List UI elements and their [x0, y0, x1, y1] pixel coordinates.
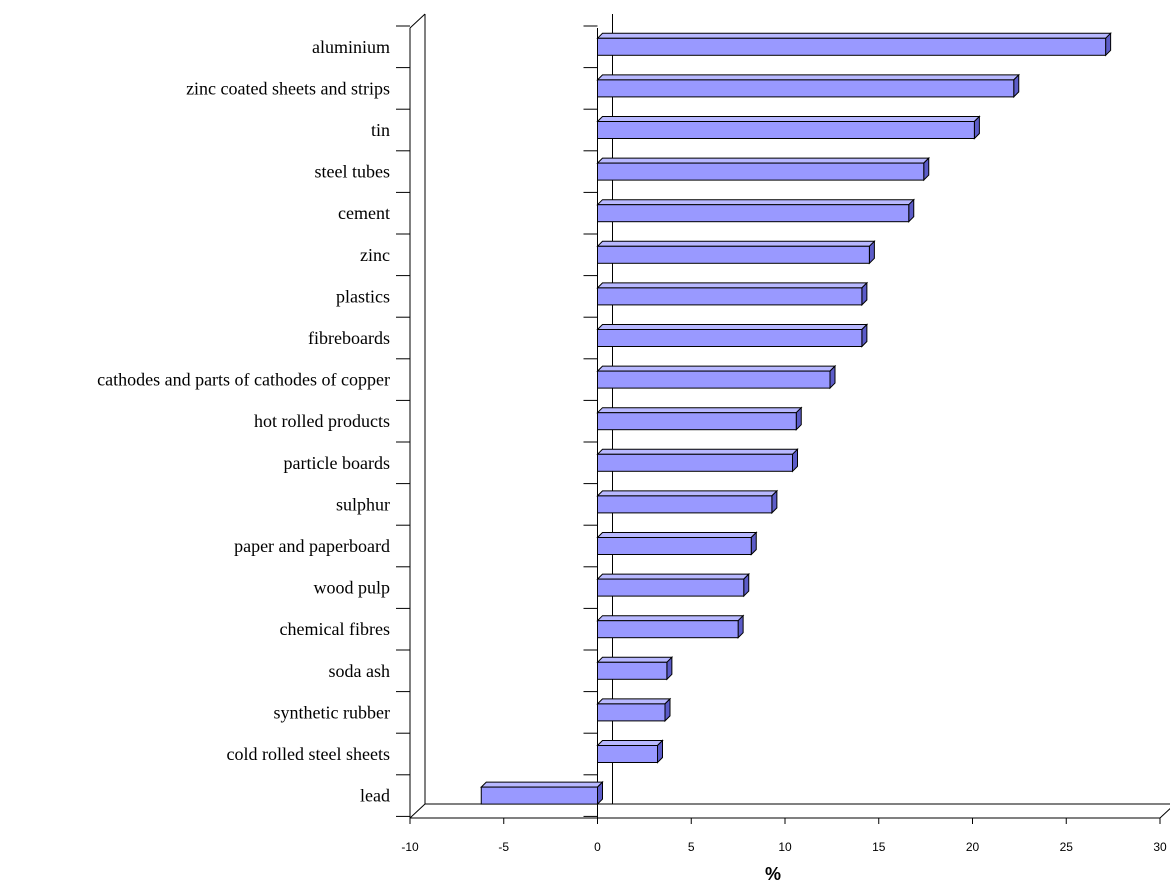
x-tick-label: 0: [594, 840, 601, 854]
bar-5: [596, 240, 876, 265]
bar-4: [596, 198, 915, 223]
bar-top-face: [596, 240, 876, 247]
bar-front-face: [597, 329, 863, 347]
bar-front-face: [597, 745, 658, 763]
bar-front-face: [480, 786, 598, 805]
bars: [480, 32, 1112, 806]
category-label: tin: [371, 120, 390, 140]
bar-18: [480, 780, 604, 806]
category-label: cement: [338, 203, 390, 223]
bar-top-face: [480, 781, 604, 788]
bar-front-face: [597, 121, 975, 139]
bar-6: [596, 281, 869, 307]
bar-top-face: [596, 74, 1020, 81]
category-label: zinc coated sheets and strips: [186, 78, 390, 98]
bar-top-face: [596, 740, 664, 746]
x-tick-label: 5: [688, 840, 695, 854]
bar-15: [596, 656, 674, 681]
bar-front-face: [597, 287, 863, 306]
bar-top-face: [596, 532, 758, 538]
x-tick-label: 30: [1153, 840, 1167, 854]
bar-front-face: [597, 495, 773, 514]
x-tick-label: 20: [966, 840, 980, 854]
y-axis-ticks: [396, 25, 598, 817]
bar-top-face: [596, 199, 915, 206]
bar-top-face: [596, 573, 750, 580]
bar-top-face: [596, 615, 745, 622]
floor-right-edge: [1159, 807, 1170, 819]
bar-front-face: [597, 245, 870, 264]
bar-front-face: [597, 661, 668, 680]
category-label: particle boards: [284, 453, 390, 473]
category-label: synthetic rubber: [274, 702, 390, 722]
x-tick-label: 15: [872, 840, 886, 854]
category-label: plastics: [336, 286, 390, 306]
bar-front-face: [597, 578, 745, 597]
bar-9: [596, 406, 803, 431]
x-tick-label: 10: [778, 840, 792, 854]
bar-16: [596, 697, 672, 723]
bar-3: [596, 156, 930, 182]
category-label: steel tubes: [315, 162, 390, 182]
bar-11: [596, 489, 779, 515]
bar-top-face: [596, 282, 869, 289]
bar-14: [596, 614, 745, 639]
category-label: lead: [360, 786, 390, 806]
bar-front-face: [597, 162, 925, 181]
category-label: cold rolled steel sheets: [227, 744, 390, 764]
bar-front-face: [597, 620, 739, 639]
bar-top-face: [596, 448, 799, 455]
bar-17: [596, 739, 664, 764]
bar-front-face: [597, 37, 1107, 56]
bar-front-face: [597, 453, 793, 472]
x-tick-label: -10: [401, 840, 419, 854]
bar-front-face: [597, 703, 666, 722]
category-label: fibreboards: [308, 328, 390, 348]
category-label: wood pulp: [314, 578, 391, 598]
bar-top-face: [596, 490, 779, 497]
bar-front-face: [597, 370, 831, 389]
x-tick-label: -5: [498, 840, 509, 854]
bar-top-face: [596, 407, 803, 414]
x-tick-label: 25: [1060, 840, 1074, 854]
bar-top-face: [596, 116, 981, 122]
category-label: hot rolled products: [254, 411, 390, 431]
bar-top-face: [596, 32, 1112, 39]
bar-top-face: [596, 698, 672, 705]
category-label: sulphur: [336, 494, 390, 514]
bar-1: [596, 73, 1020, 99]
category-label: chemical fibres: [280, 619, 390, 639]
category-labels: aluminium zinc coated sheets and strips ti…: [97, 37, 390, 806]
x-axis-ticks: -10 -5 0 5 10 15 20 25 30: [401, 818, 1167, 854]
bar-top-face: [596, 365, 837, 372]
category-label: soda ash: [329, 661, 391, 681]
category-label: aluminium: [312, 37, 390, 57]
floor-left-edge: [409, 803, 426, 819]
bar-0: [596, 32, 1112, 57]
bar-front-face: [597, 412, 797, 431]
bar-8: [596, 364, 837, 390]
bar-10: [596, 448, 799, 473]
category-label: cathodes and parts of cathodes of copper: [97, 370, 390, 390]
bar-top-face: [596, 324, 869, 330]
category-label: paper and paperboard: [234, 536, 390, 556]
category-label: zinc: [360, 245, 390, 265]
bar-top-face: [596, 157, 930, 164]
bar-12: [596, 531, 758, 556]
bar-2: [596, 115, 981, 140]
bar-top-face: [596, 656, 674, 663]
bar-front-face: [597, 204, 910, 223]
x-axis-title: %: [765, 864, 781, 883]
bar-7: [596, 323, 869, 348]
wall-corner-top: [409, 13, 426, 29]
bar-front-face: [597, 537, 752, 555]
bar-front-face: [597, 79, 1015, 98]
bar-13: [596, 572, 750, 598]
